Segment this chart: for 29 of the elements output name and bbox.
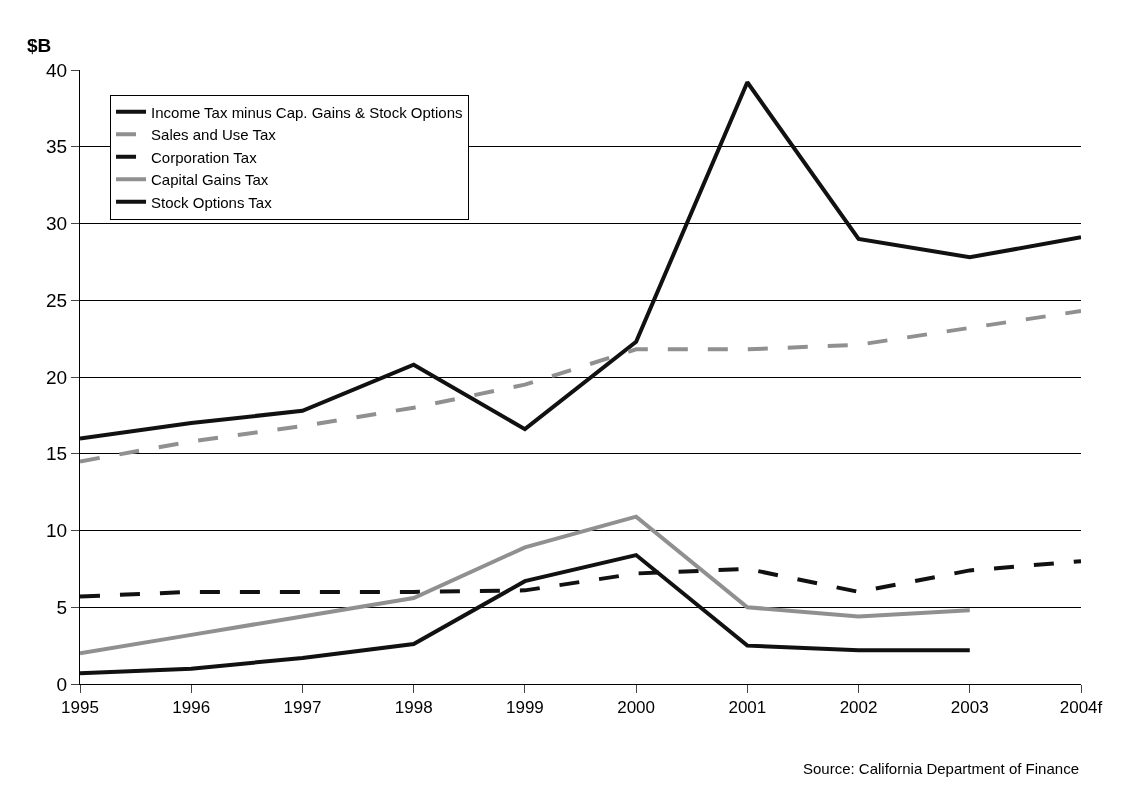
line-series [80, 309, 1081, 464]
y-axis-title: $B [27, 35, 52, 56]
y-tick-label: 10 [46, 520, 68, 542]
y-tick-label: 30 [46, 213, 68, 235]
legend-label: Sales and Use Tax [151, 126, 277, 144]
x-tick-label: 1998 [394, 698, 433, 718]
line-series [80, 514, 972, 656]
x-tick-label: 2003 [950, 698, 989, 718]
y-tick-label: 0 [56, 673, 68, 695]
y-tick-label: 25 [46, 289, 68, 311]
line-series [80, 80, 1081, 441]
x-tick-label: 2002 [839, 698, 878, 718]
y-tick-label: 40 [46, 59, 68, 81]
legend-label: Corporation Tax [151, 148, 258, 166]
x-tick-label: 1996 [172, 698, 211, 718]
x-tick-label: 1999 [505, 698, 544, 718]
legend-label: Capital Gains Tax [151, 171, 269, 189]
x-tick-label: 1997 [283, 698, 322, 718]
source-note: Source: California Department of Finance [803, 760, 1079, 777]
y-tick-label: 35 [46, 136, 68, 158]
y-tick-label: 20 [46, 366, 68, 388]
legend-label: Stock Options Tax [151, 193, 273, 211]
y-tick-label: 15 [46, 443, 68, 465]
x-tick-label: 1995 [61, 698, 99, 718]
x-tick-label: 2004f [1059, 698, 1103, 718]
y-tick-label: 5 [56, 596, 68, 618]
x-tick-label: 2001 [728, 698, 767, 718]
legend-label: Income Tax minus Cap. Gains & Stock Options [151, 103, 463, 121]
x-tick-label: 2000 [617, 698, 656, 718]
